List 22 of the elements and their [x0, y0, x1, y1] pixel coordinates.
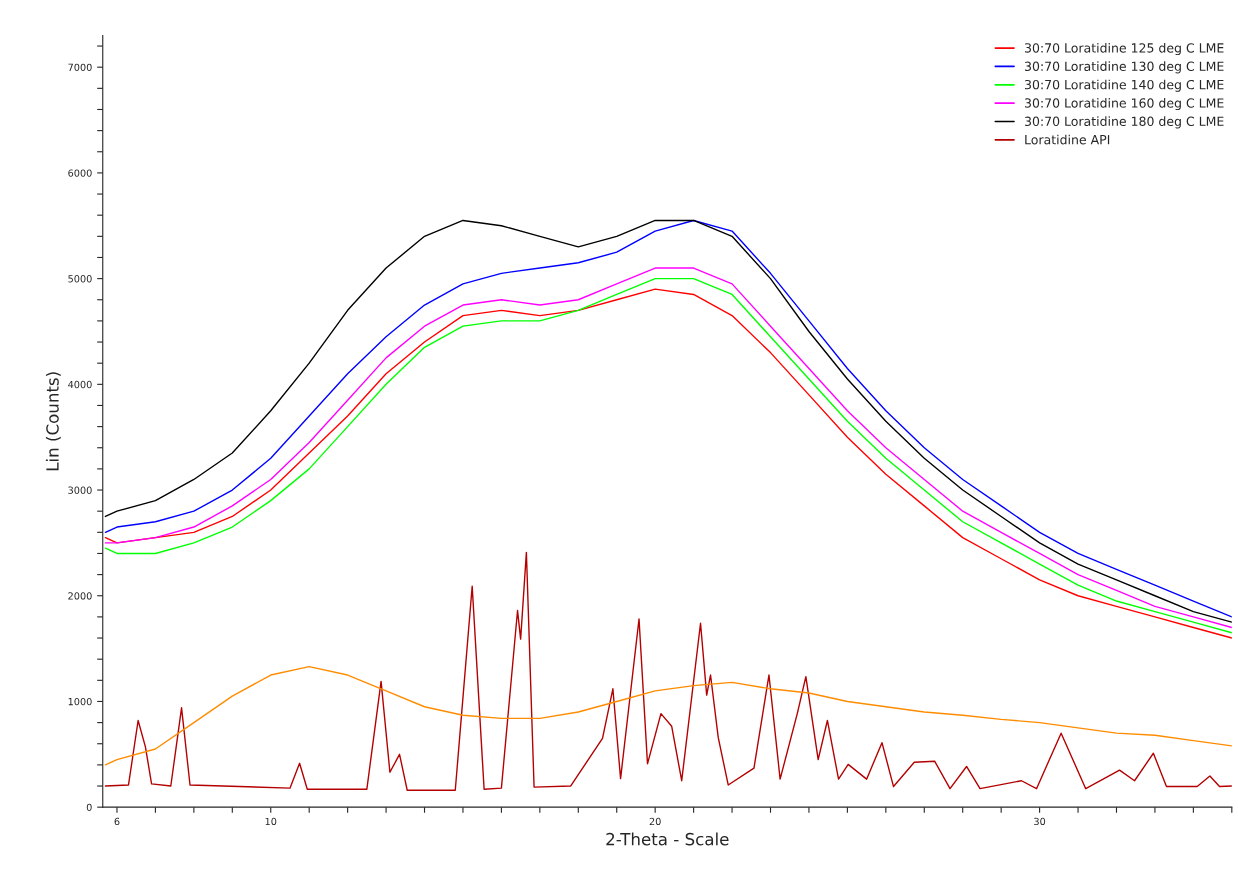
x-tick-label: 10 — [265, 817, 277, 826]
y-tick-label: 0 — [86, 803, 92, 811]
legend-label: 30:70 Loratidine 125 deg C LME — [1024, 42, 1224, 56]
y-tick-label: 2000 — [68, 592, 92, 600]
legend-label: 30:70 Loratidine 180 deg C LME — [1024, 116, 1224, 129]
y-tick-label: 5000 — [68, 275, 92, 283]
y-tick-label: 6000 — [68, 169, 92, 177]
x-axis-title: 2-Theta - Scale — [606, 832, 729, 846]
legend-label: Loratidine API — [1025, 134, 1110, 145]
line-series — [104, 551, 1232, 791]
x-tick-label: 6 — [114, 817, 120, 826]
y-axis-title: Lin (Counts) — [45, 372, 61, 471]
x-tick-label: 20 — [649, 817, 661, 826]
legend-label: 30:70 Loratidine 140 deg C LME — [1024, 79, 1224, 92]
legend-label: 30:70 Loratidine 130 deg C LME — [1024, 61, 1224, 74]
y-tick-label: 1000 — [68, 697, 92, 706]
line-series — [104, 665, 1232, 766]
x-tick-label: 30 — [1034, 817, 1046, 826]
y-tick-label: 4000 — [68, 380, 92, 389]
y-tick-label: 3000 — [68, 486, 92, 494]
legend-label: 30:70 Loratidine 160 deg C LME — [1024, 98, 1224, 111]
y-tick-label: 7000 — [68, 63, 92, 72]
